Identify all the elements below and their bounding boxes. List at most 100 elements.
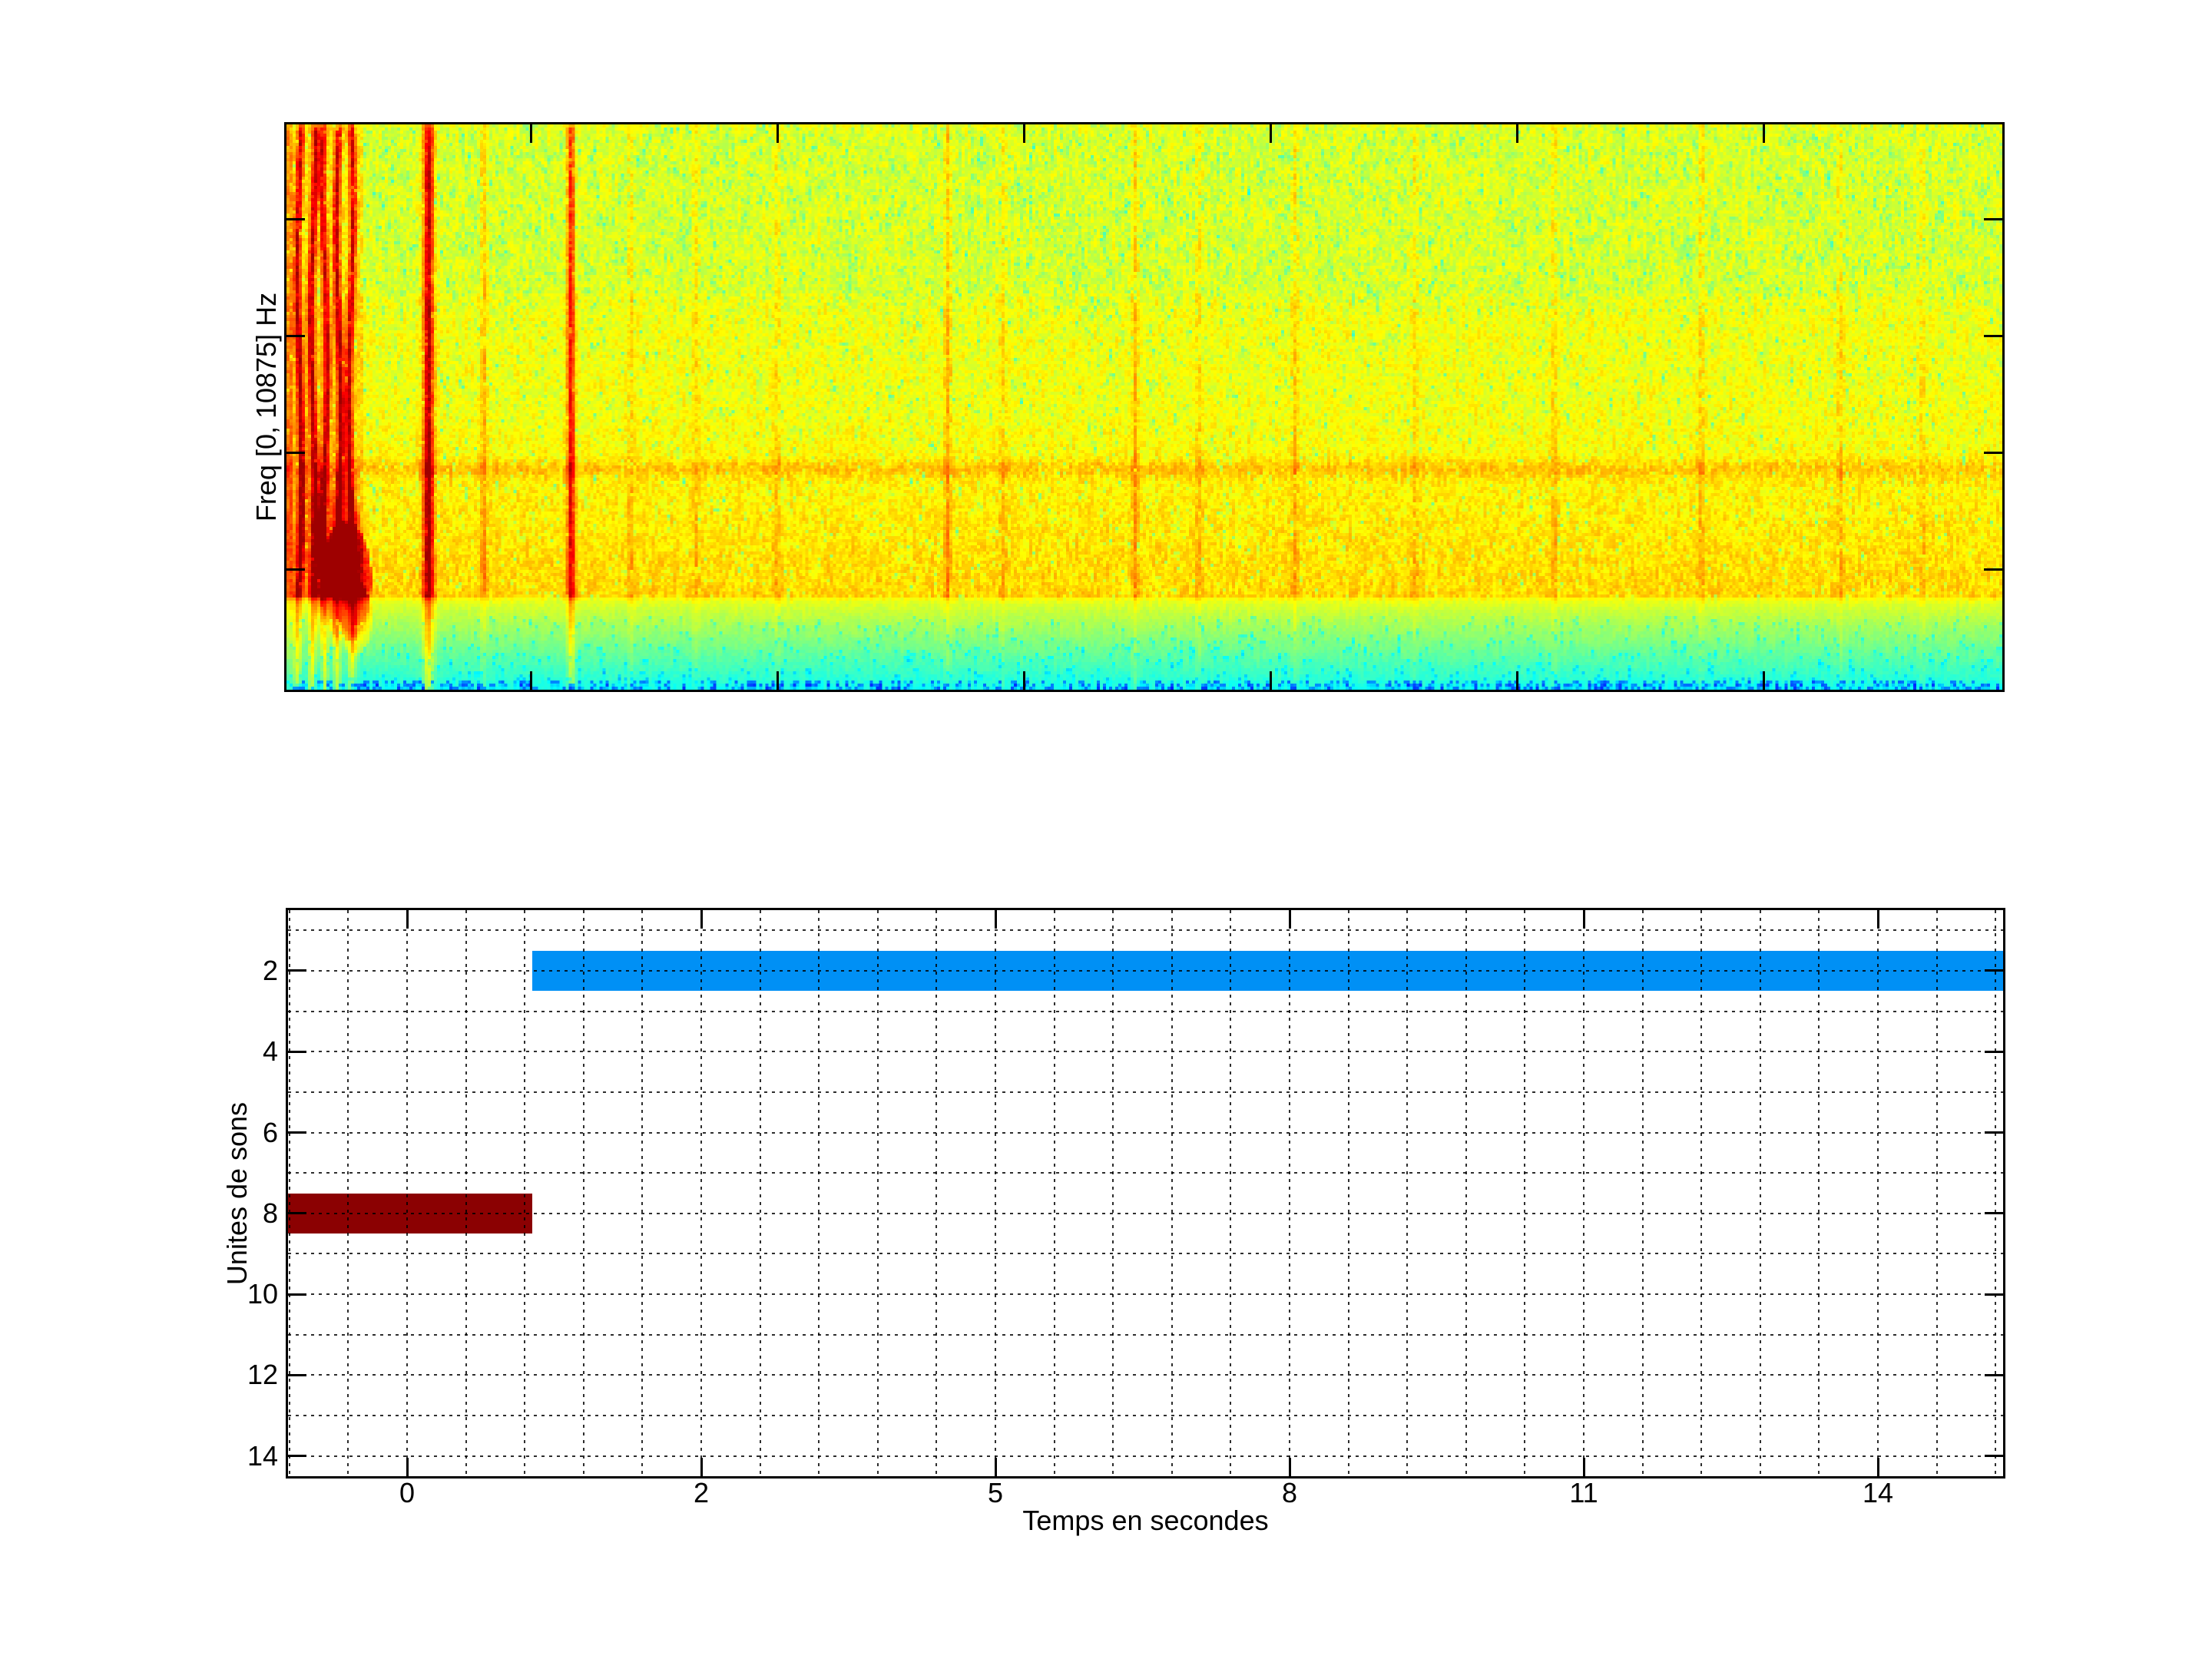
spectrogram-y-tick — [1984, 451, 2002, 454]
grid-line-horizontal — [288, 929, 2003, 932]
y-tick-label: 10 — [247, 1278, 278, 1310]
timeline-y-tick — [1985, 1373, 2003, 1376]
grid-line-horizontal — [288, 1374, 2003, 1376]
spectrogram-x-tick — [1269, 124, 1272, 143]
timeline-x-tick — [1876, 1458, 1879, 1476]
grid-line-vertical — [1053, 910, 1055, 1476]
grid-line-vertical — [465, 910, 467, 1476]
spectrogram-y-tick — [1984, 568, 2002, 571]
spectrogram-y-tick — [286, 334, 305, 337]
timeline-x-axis-label: Temps en secondes — [1022, 1505, 1269, 1536]
grid-line-vertical — [1347, 910, 1349, 1476]
grid-line-horizontal — [288, 1253, 2003, 1255]
timeline-y-tick — [288, 969, 306, 972]
y-tick-label: 12 — [247, 1359, 278, 1391]
spectrogram-image — [286, 124, 2002, 690]
grid-line-vertical — [1700, 910, 1703, 1476]
x-tick-label: 5 — [987, 1477, 1004, 1508]
spectrogram-x-tick — [529, 124, 532, 143]
grid-line-horizontal — [288, 1455, 2003, 1457]
timeline-y-tick — [1985, 1212, 2003, 1215]
grid-line-vertical — [524, 910, 526, 1476]
spectrogram-y-axis-label: Freq [0, 10875] Hz — [250, 292, 282, 522]
grid-line-horizontal — [288, 969, 2003, 972]
grid-line-vertical — [759, 910, 761, 1476]
timeline-x-tick — [406, 1458, 409, 1476]
spectrogram-y-tick — [1984, 217, 2002, 220]
spectrogram-x-tick — [1022, 124, 1025, 143]
x-tick-label: 11 — [1569, 1477, 1598, 1508]
timeline-x-tick — [1582, 1458, 1585, 1476]
timeline-x-tick — [1582, 910, 1585, 929]
timeline-y-tick — [1985, 1131, 2003, 1134]
grid-line-vertical — [641, 910, 644, 1476]
grid-line-vertical — [818, 910, 820, 1476]
spectrogram-x-tick — [776, 124, 779, 143]
timeline-x-tick — [994, 910, 997, 929]
x-tick-label: 2 — [693, 1477, 710, 1508]
spectrogram-x-tick — [1515, 124, 1518, 143]
grid-line-vertical — [1936, 910, 1938, 1476]
grid-line-horizontal — [288, 1172, 2003, 1174]
grid-line-vertical — [1465, 910, 1467, 1476]
timeline-y-tick — [1985, 1293, 2003, 1296]
timeline-x-tick — [1876, 910, 1879, 929]
timeline-axes — [286, 908, 2005, 1479]
spectrogram-x-tick — [1269, 671, 1272, 690]
grid-line-vertical — [582, 910, 584, 1476]
spectrogram-y-tick — [1984, 334, 2002, 337]
x-tick-label: 14 — [1862, 1477, 1894, 1508]
grid-line-vertical — [700, 910, 702, 1476]
timeline-y-tick — [288, 1455, 306, 1458]
grid-line-horizontal — [288, 1010, 2003, 1012]
spectrogram-y-tick — [286, 217, 305, 220]
grid-line-vertical — [1524, 910, 1526, 1476]
timeline-y-tick — [288, 1373, 306, 1376]
grid-line-horizontal — [288, 1333, 2003, 1336]
grid-line-vertical — [406, 910, 408, 1476]
grid-line-vertical — [1289, 910, 1290, 1476]
grid-line-vertical — [1818, 910, 1820, 1476]
timeline-x-tick — [1288, 1458, 1291, 1476]
grid-line-vertical — [1112, 910, 1114, 1476]
y-tick-label: 14 — [247, 1439, 278, 1472]
spectrogram-x-tick — [1762, 124, 1765, 143]
grid-line-horizontal — [288, 1293, 2003, 1296]
grid-line-vertical — [1583, 910, 1584, 1476]
grid-line-vertical — [1995, 910, 1997, 1476]
grid-line-vertical — [1759, 910, 1761, 1476]
grid-line-vertical — [347, 910, 349, 1476]
grid-line-vertical — [876, 910, 879, 1476]
spectrogram-axes — [284, 122, 2005, 692]
y-tick-label: 2 — [262, 954, 278, 986]
spectrogram-x-tick — [1762, 671, 1765, 690]
x-tick-label: 8 — [1281, 1477, 1298, 1508]
timeline-y-tick — [288, 1293, 306, 1296]
timeline-y-tick — [288, 1212, 306, 1215]
grid-line-vertical — [1877, 910, 1879, 1476]
timeline-y-tick — [288, 1050, 306, 1053]
timeline-x-tick — [700, 910, 703, 929]
timeline-x-tick — [700, 1458, 703, 1476]
grid-line-horizontal — [288, 1212, 2003, 1214]
spectrogram-x-tick — [1022, 671, 1025, 690]
grid-line-vertical — [1171, 910, 1173, 1476]
grid-line-horizontal — [288, 1051, 2003, 1053]
grid-line-vertical — [1641, 910, 1644, 1476]
spectrogram-x-tick — [776, 671, 779, 690]
grid-line-vertical — [1230, 910, 1232, 1476]
y-tick-label: 6 — [262, 1116, 278, 1148]
grid-line-vertical — [288, 910, 290, 1476]
grid-line-vertical — [935, 910, 938, 1476]
spectrogram-x-tick — [1515, 671, 1518, 690]
timeline-y-tick — [1985, 969, 2003, 972]
timeline-x-tick — [406, 910, 409, 929]
timeline-y-tick — [1985, 1050, 2003, 1053]
x-tick-label: 0 — [399, 1477, 416, 1508]
grid-line-horizontal — [288, 1091, 2003, 1093]
y-tick-label: 8 — [262, 1197, 278, 1229]
timeline-x-tick — [1288, 910, 1291, 929]
y-tick-label: 4 — [262, 1035, 278, 1068]
spectrogram-y-tick — [286, 451, 305, 454]
